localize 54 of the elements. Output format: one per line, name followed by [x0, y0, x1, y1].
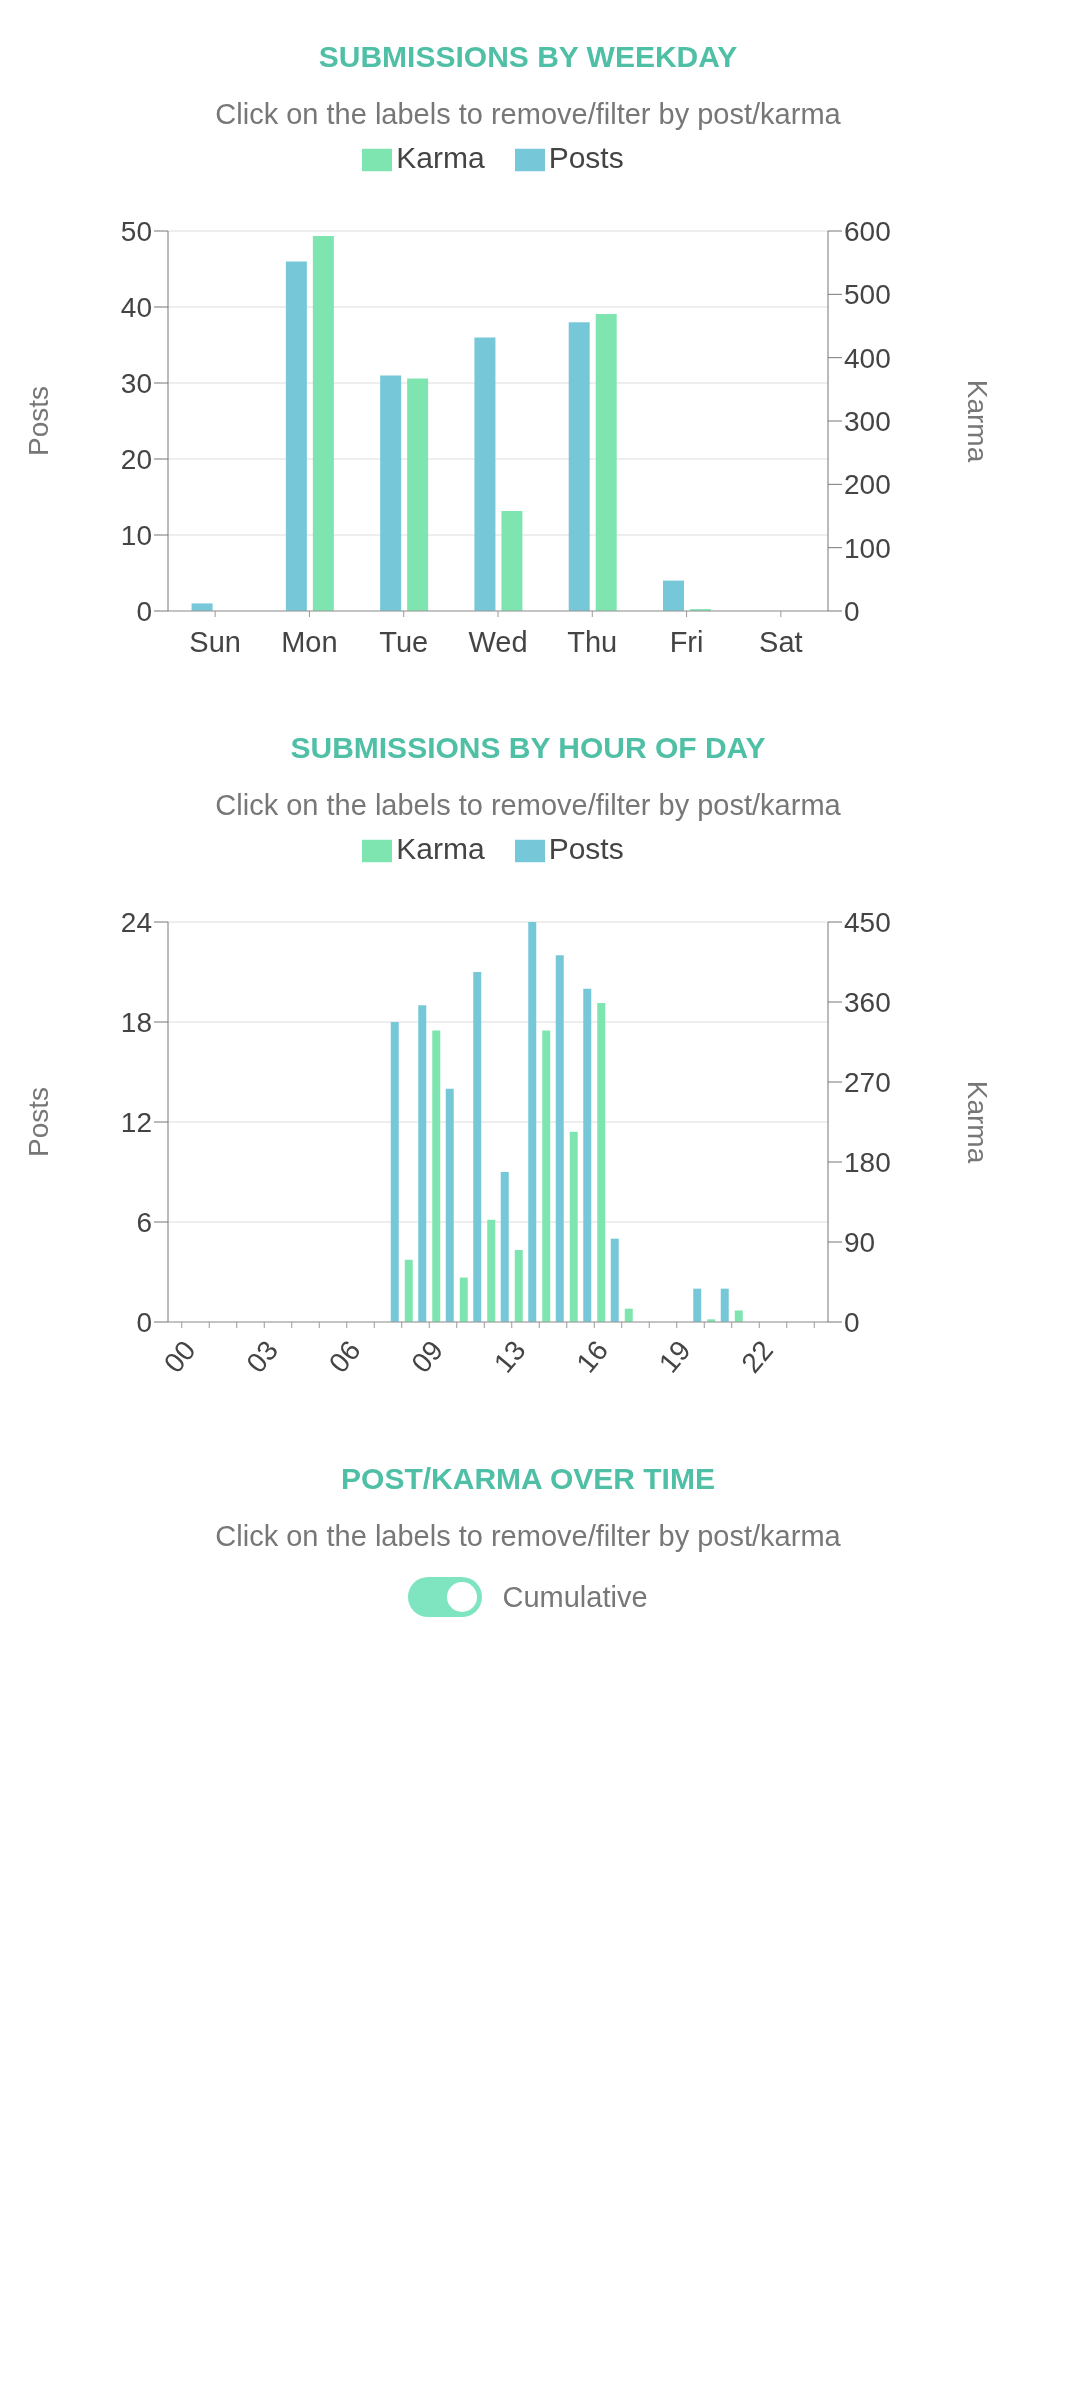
legend-label: Posts	[548, 141, 624, 174]
y-tick-label: 20	[120, 443, 152, 475]
y2-tick-label: 180	[844, 1146, 891, 1178]
chart-subtitle: Click on the labels to remove/filter by post/karma	[214, 98, 842, 131]
y2-tick-label: 0	[844, 1306, 860, 1338]
y2-tick-label: 0	[844, 595, 860, 627]
text: POST/KARMA OVER TIME	[340, 1462, 716, 1496]
x-tick-label: Tue	[379, 625, 429, 658]
x-tick-label: 03	[240, 1334, 285, 1379]
x-tick-label: Thu	[567, 625, 618, 658]
y-tick-label: 12	[120, 1106, 152, 1138]
x-tick-label: 06	[322, 1334, 367, 1379]
y-tick-label: 40	[120, 291, 152, 323]
y-tick-label: 0	[136, 595, 152, 627]
y2-axis-title: Karma	[962, 1080, 994, 1164]
y2-axis-title: Karma	[962, 379, 994, 463]
x-tick-label: 22	[735, 1334, 780, 1379]
x-tick-label: 19	[652, 1334, 697, 1379]
y2-tick-label: 100	[844, 532, 891, 564]
y2-tick-label: 360	[844, 986, 891, 1018]
chart-title: SUBMISSIONS BY HOUR OF DAY	[289, 731, 767, 765]
y-axis-title: Posts	[22, 1086, 54, 1158]
x-tick-label: Mon	[281, 625, 338, 658]
x-tick-label: 00	[157, 1334, 202, 1379]
x-tick-label: Fri	[669, 625, 704, 658]
y2-tick-label: 200	[844, 469, 891, 501]
chart-title: SUBMISSIONS BY WEEKDAY	[317, 40, 739, 74]
y-tick-label: 0	[136, 1306, 152, 1338]
text: Click on the labels to remove/filter by post/karma	[214, 1520, 842, 1553]
y-tick-label: 50	[120, 215, 152, 247]
x-tick-label: 13	[487, 1334, 532, 1379]
x-tick-label: Sat	[759, 625, 803, 658]
y2-tick-label: 500	[844, 279, 891, 311]
y2-tick-label: 400	[844, 342, 891, 374]
y2-tick-label: 600	[844, 215, 891, 247]
x-tick-label: 16	[570, 1334, 615, 1379]
y-tick-label: 10	[120, 519, 152, 551]
y2-tick-label: 300	[844, 405, 891, 437]
y-tick-label: 18	[120, 1006, 152, 1038]
legend-label: Karma	[396, 832, 485, 865]
chart-subtitle: Click on the labels to remove/filter by post/karma	[214, 789, 842, 822]
y-tick-label: 6	[136, 1206, 152, 1238]
text: Cumulative	[502, 1580, 648, 1614]
y2-tick-label: 90	[844, 1226, 876, 1258]
y-tick-label: 24	[120, 906, 152, 938]
x-tick-label: Wed	[468, 625, 528, 658]
y2-tick-label: 450	[844, 906, 891, 938]
x-tick-label: 09	[405, 1334, 450, 1379]
legend-label: Karma	[396, 141, 485, 174]
x-tick-label: Sun	[189, 625, 241, 658]
y-tick-label: 30	[120, 367, 152, 399]
y-axis-title: Posts	[22, 385, 54, 457]
legend-label: Posts	[548, 832, 624, 865]
y2-tick-label: 270	[844, 1066, 891, 1098]
